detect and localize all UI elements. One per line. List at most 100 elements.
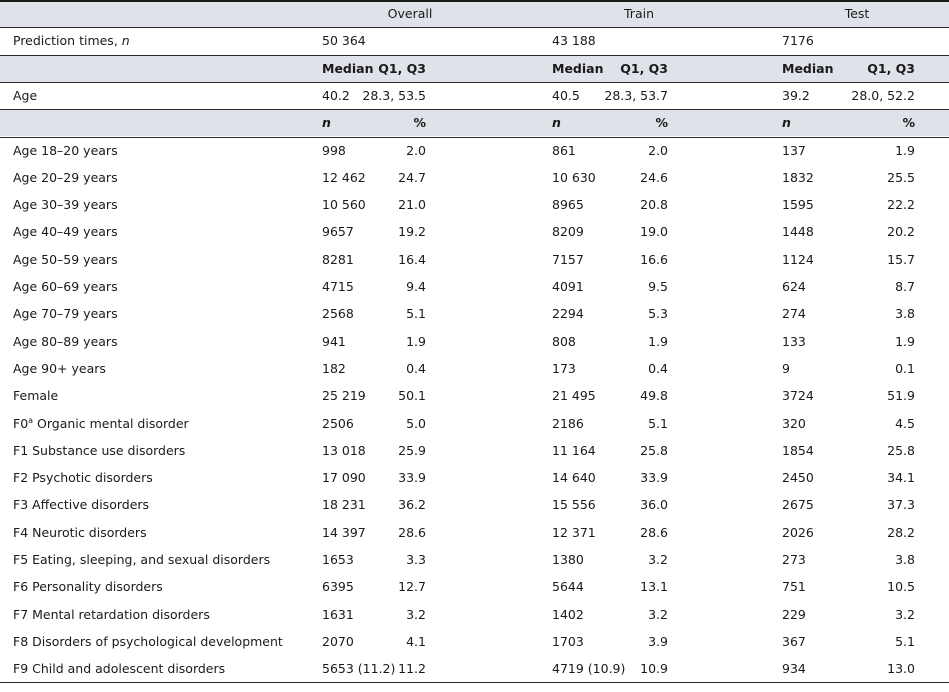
table-row: Age 90+ years 182 0.4 173 0.4 9 0.1	[0, 355, 949, 382]
pct-value: 36.2	[398, 497, 426, 513]
pct-value: 5.1	[648, 415, 668, 431]
header-rule	[0, 81, 949, 83]
row-label: Age 60–69 years	[13, 279, 118, 294]
quartile-header: Q1, Q3	[378, 60, 426, 76]
pct-value: 34.1	[887, 470, 915, 486]
row-label: F6 Personality disorders	[13, 579, 163, 595]
quartile-value: 28.0, 52.2	[851, 87, 915, 103]
n-header: n	[782, 115, 791, 131]
quartile-header: Q1, Q3	[620, 60, 668, 76]
pct-value: 21.0	[398, 197, 426, 213]
prediction-value: 7176	[782, 33, 814, 49]
pct-value: 50.1	[398, 388, 426, 404]
pct-value: 19.2	[398, 224, 426, 240]
pct-value: 33.9	[398, 470, 426, 486]
median-header-row: Median Q1, Q3 Median Q1, Q3 Median Q1, Q3	[0, 54, 949, 82]
n-value: 137	[782, 142, 806, 158]
top-rule	[0, 0, 949, 2]
pct-value: 28.6	[640, 524, 668, 540]
table-row: F9 Child and adolescent disorders 5653 (1…	[0, 655, 949, 682]
n-value: 1595	[782, 197, 814, 213]
header-rule	[0, 27, 949, 29]
n-header: n	[322, 115, 331, 131]
pct-value: 22.2	[887, 197, 915, 213]
pct-value: 12.7	[398, 579, 426, 595]
n-value: 1854	[782, 442, 814, 458]
table-row: F3 Affective disorders 18 231 36.2 15 556 36…	[0, 491, 949, 518]
row-label-italic: n	[121, 33, 130, 49]
pct-value: 3.2	[648, 606, 668, 622]
pct-value: 1.9	[406, 333, 426, 349]
n-value: 4715	[322, 279, 354, 294]
pct-value: 10.9	[640, 661, 668, 677]
row-label: Age 40–49 years	[13, 224, 118, 240]
pct-value: 3.8	[895, 306, 915, 322]
median-header: Median	[322, 60, 374, 76]
n-value: 133	[782, 333, 806, 349]
footnote-marker: a	[28, 415, 34, 425]
header-rule	[0, 109, 949, 111]
pct-value: 51.9	[887, 388, 915, 404]
median-value: 40.5	[552, 87, 580, 103]
n-value: 4719 (10.9)	[552, 661, 626, 677]
n-value: 8281	[322, 251, 354, 267]
pct-value: 36.0	[640, 497, 668, 513]
n-header: n	[552, 115, 561, 131]
n-value: 998	[322, 142, 346, 158]
n-value: 8209	[552, 224, 584, 240]
group-header-overall: Overall	[387, 6, 433, 21]
table-row: F5 Eating, sleeping, and sexual disorder…	[0, 546, 949, 573]
pct-value: 16.6	[640, 251, 668, 267]
median-header: Median	[552, 60, 604, 76]
n-value: 934	[782, 661, 806, 677]
row-label: Age 90+ years	[13, 360, 106, 376]
quartile-value: 28.3, 53.5	[362, 87, 426, 103]
pct-value: 0.4	[648, 360, 668, 376]
pct-value: 24.7	[398, 169, 426, 185]
pct-value: 13.1	[640, 579, 668, 595]
median-value: 39.2	[782, 87, 810, 103]
row-label: F8 Disorders of psychological developmen…	[13, 633, 283, 649]
row-label: F5 Eating, sleeping, and sexual disorder…	[13, 552, 271, 567]
table-row: F1 Substance use disorders 13 018 25.9 11 1…	[0, 437, 949, 464]
n-value: 941	[322, 333, 346, 349]
pct-header: %	[655, 115, 668, 131]
pct-value: 25.9	[398, 442, 426, 458]
n-value: 751	[782, 579, 806, 595]
table-row: F6 Personality disorders 6395 12.7 5644 13.1…	[0, 573, 949, 600]
pct-value: 28.2	[887, 524, 915, 540]
n-value: 808	[552, 333, 576, 349]
prediction-value: 43 188	[552, 33, 596, 49]
n-value: 2675	[782, 497, 814, 513]
n-value: 273	[782, 552, 806, 567]
row-label: F4 Neurotic disorders	[13, 524, 147, 540]
pct-value: 20.8	[640, 197, 668, 213]
quartile-header: Q1, Q3	[867, 60, 915, 76]
pct-value: 0.4	[406, 360, 426, 376]
pct-value: 3.8	[895, 552, 915, 567]
n-value: 21 495	[552, 388, 596, 404]
pct-value: 3.2	[648, 552, 668, 567]
table-row: F2 Psychotic disorders 17 090 33.9 14 640 33…	[0, 464, 949, 491]
row-label: Age 18–20 years	[13, 142, 118, 158]
n-value: 624	[782, 279, 806, 294]
n-value: 1124	[782, 251, 814, 267]
row-label: F0a Organic mental disorder	[13, 415, 189, 431]
pct-value: 1.9	[895, 333, 915, 349]
age-row: Age 40.2 28.3, 53.5 40.5 28.3, 53.7 39.2 28.0,…	[0, 82, 949, 109]
pct-value: 33.9	[640, 470, 668, 486]
table-row: Age 18–20 years 998 2.0 861 2.0 137 1.9	[0, 137, 949, 164]
table-row: F0a Organic mental disorder 2506 5.0 2186 5.…	[0, 410, 949, 437]
median-value: 40.2	[322, 87, 350, 103]
row-label: F1 Substance use disorders	[13, 442, 186, 458]
pct-value: 13.0	[887, 661, 915, 677]
pct-value: 0.1	[895, 360, 915, 376]
table-row: Age 80–89 years 941 1.9 808 1.9 133 1.9	[0, 328, 949, 355]
group-header-test: Test	[844, 6, 870, 21]
table-row: F4 Neurotic disorders 14 397 28.6 12 371 28.…	[0, 519, 949, 546]
n-value: 17 090	[322, 470, 366, 486]
n-value: 5644	[552, 579, 584, 595]
n-value: 25 219	[322, 388, 366, 404]
row-label: Age	[13, 87, 38, 103]
